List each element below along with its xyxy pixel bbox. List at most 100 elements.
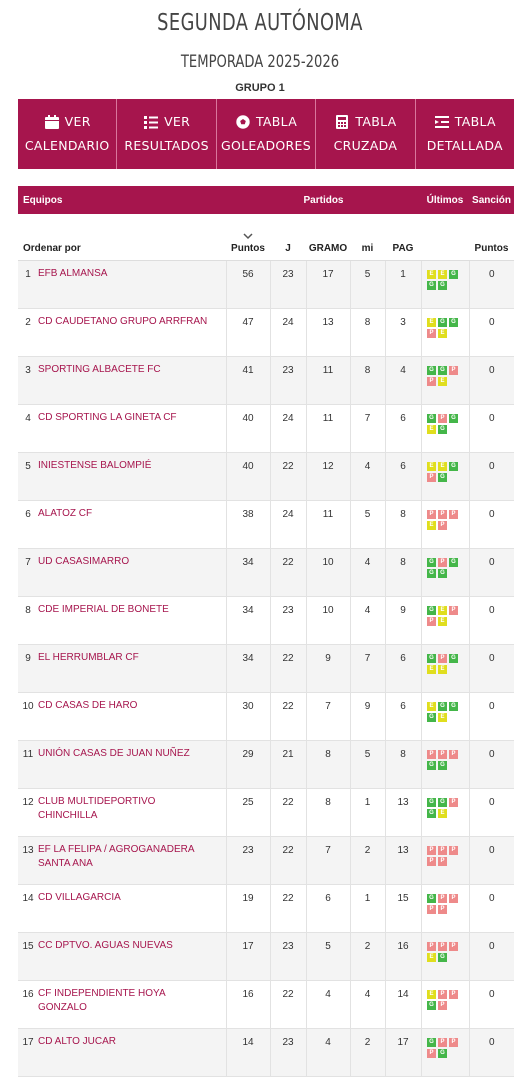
team-name[interactable]: UNIÓN CASAS DE JUAN NUÑEZ <box>38 748 190 759</box>
form-badge: G <box>427 798 436 807</box>
form-badge: P <box>449 942 458 951</box>
stat-pts: 17 <box>225 932 270 981</box>
team-name[interactable]: CDE IMPERIAL DE BONETE <box>38 604 169 615</box>
stat-e: 5 <box>349 500 385 549</box>
ball-icon <box>235 114 251 130</box>
form-badge: E <box>438 377 447 386</box>
form-badge: P <box>438 414 447 423</box>
team-cell[interactable]: 5 INIESTENSE BALOMPIÉ <box>18 452 226 501</box>
stat-p: 4 <box>384 356 421 405</box>
stat-g: 12 <box>305 452 350 501</box>
team-cell[interactable]: 4 CD SPORTING LA GINETA CF <box>18 404 226 453</box>
form-badge: P <box>449 846 458 855</box>
stat-g: 10 <box>305 548 350 597</box>
partidos-header: Partidos <box>226 186 421 214</box>
team-cell[interactable]: 10 CD CASAS DE HARO <box>18 692 226 741</box>
stat-p: 6 <box>384 644 421 693</box>
team-name[interactable]: SPORTING ALBACETE FC <box>38 364 161 375</box>
team-cell[interactable]: 11 UNIÓN CASAS DE JUAN NUÑEZ <box>18 740 226 789</box>
stat-pts: 23 <box>225 836 270 885</box>
table-row: 11 UNIÓN CASAS DE JUAN NUÑEZ 29 21 8 5 8 P P P G G 0 <box>18 740 514 789</box>
table-row: 14 CD VILLAGARCIA 19 22 6 1 15 G P P P P 0 <box>18 884 514 933</box>
form-badge: P <box>427 473 436 482</box>
team-name[interactable]: CD VILLAGARCIA <box>38 892 121 903</box>
team-cell[interactable]: 13 EF LA FELIPA / AGROGANADERA SANTA ANA <box>18 836 226 885</box>
form-badge: G <box>449 558 458 567</box>
menu-tabla-detallada[interactable]: TABLA DETALLADA <box>414 99 514 169</box>
form-badge: E <box>427 425 436 434</box>
menu-label-2: CALENDARIO <box>24 138 110 153</box>
team-cell[interactable]: 6 ALATOZ CF <box>18 500 226 549</box>
stat-e: 2 <box>349 1028 385 1077</box>
position: 4 <box>25 413 31 424</box>
form-badge: G <box>438 569 447 578</box>
stat-p: 6 <box>384 404 421 453</box>
team-name[interactable]: CF INDEPENDIENTE HOYA GONZALO <box>38 988 166 1013</box>
team-name[interactable]: CC DPTVO. AGUAS NUEVAS <box>38 940 173 951</box>
stat-e: 2 <box>349 932 385 981</box>
team-name[interactable]: EFB ALMANSA <box>38 268 108 279</box>
menu-tabla-goleadores[interactable]: TABLA GOLEADORES <box>215 99 315 169</box>
team-name[interactable]: EL HERRUMBLAR CF <box>38 652 139 663</box>
competition-menu: VER CALENDARIO VER RESULTADOS TABLA GOLE… <box>18 99 514 169</box>
team-cell[interactable]: 15 CC DPTVO. AGUAS NUEVAS <box>18 932 226 981</box>
stat-j: 23 <box>269 260 306 309</box>
position: 9 <box>25 653 31 664</box>
team-name[interactable]: CD SPORTING LA GINETA CF <box>38 412 177 423</box>
stat-pts: 16 <box>225 980 270 1029</box>
menu-ver-calendario[interactable]: VER CALENDARIO <box>18 99 116 169</box>
position: 15 <box>22 941 34 952</box>
team-name[interactable]: INIESTENSE BALOMPIÉ <box>38 460 152 471</box>
e-header[interactable]: mi <box>350 214 385 261</box>
sort-puntos[interactable]: Puntos <box>226 214 270 261</box>
team-cell[interactable]: 14 CD VILLAGARCIA <box>18 884 226 933</box>
team-name[interactable]: CD CAUDETANO GRUPO ARRFRAN <box>38 316 208 327</box>
team-cell[interactable]: 3 SPORTING ALBACETE FC <box>18 356 226 405</box>
position: 7 <box>25 557 31 568</box>
team-cell[interactable]: 17 CD ALTO JUCAR <box>18 1028 226 1077</box>
stat-p: 17 <box>384 1028 421 1077</box>
sancion-value: 0 <box>468 644 514 693</box>
j-header[interactable]: J <box>270 214 306 261</box>
team-cell[interactable]: 12 CLUB MULTIDEPORTIVO CHINCHILLA <box>18 788 226 837</box>
sancion-value: 0 <box>468 260 514 309</box>
team-name[interactable]: EF LA FELIPA / AGROGANADERA SANTA ANA <box>38 844 194 869</box>
team-cell[interactable]: 2 CD CAUDETANO GRUPO ARRFRAN <box>18 308 226 357</box>
form-badge: E <box>427 990 436 999</box>
menu-ver-resultados[interactable]: VER RESULTADOS <box>116 99 215 169</box>
form-badge: P <box>449 990 458 999</box>
form-badge: P <box>438 750 447 759</box>
team-cell[interactable]: 7 UD CASASIMARRO <box>18 548 226 597</box>
calculator-icon <box>336 115 349 129</box>
sancion-value: 0 <box>468 788 514 837</box>
g-header[interactable]: GRAMO <box>306 214 350 261</box>
team-cell[interactable]: 9 EL HERRUMBLAR CF <box>18 644 226 693</box>
form-badge: G <box>449 462 458 471</box>
sancion-value: 0 <box>468 884 514 933</box>
menu-label-1: VER <box>164 114 191 129</box>
team-name[interactable]: UD CASASIMARRO <box>38 556 130 567</box>
team-cell[interactable]: 1 EFB ALMANSA <box>18 260 226 309</box>
form-badge: G <box>438 798 447 807</box>
team-cell[interactable]: 16 CF INDEPENDIENTE HOYA GONZALO <box>18 980 226 1029</box>
team-name[interactable]: CD CASAS DE HARO <box>38 700 138 711</box>
stat-g: 11 <box>305 404 350 453</box>
team-cell[interactable]: 8 CDE IMPERIAL DE BONETE <box>18 596 226 645</box>
form-badge: P <box>438 990 447 999</box>
form-badge: G <box>449 654 458 663</box>
sancion-value: 0 <box>468 692 514 741</box>
team-name[interactable]: CD ALTO JUCAR <box>38 1036 116 1047</box>
team-name[interactable]: CLUB MULTIDEPORTIVO CHINCHILLA <box>38 796 156 821</box>
menu-tabla-cruzada[interactable]: TABLA CRUZADA <box>315 99 414 169</box>
p-header[interactable]: PAG <box>385 214 421 261</box>
menu-label-2: RESULTADOS <box>124 138 209 153</box>
stat-e: 8 <box>349 308 385 357</box>
form-badge: G <box>449 702 458 711</box>
detail-list-icon <box>434 116 449 128</box>
team-name[interactable]: ALATOZ CF <box>38 508 93 519</box>
stat-j: 23 <box>269 1028 306 1077</box>
stat-j: 22 <box>269 548 306 597</box>
